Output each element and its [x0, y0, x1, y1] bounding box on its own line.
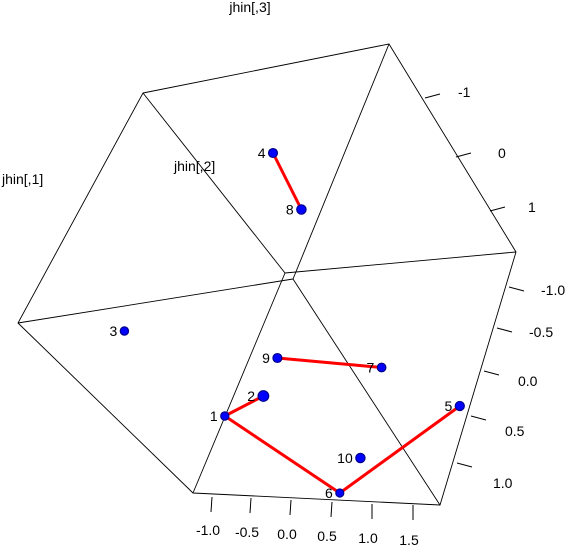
right-tick-label: 1.0 — [493, 475, 513, 491]
plot-box — [17, 43, 517, 506]
point-label: 10 — [337, 450, 353, 466]
segment-line — [223, 414, 341, 495]
right-tick-label: -0.5 — [529, 324, 553, 340]
data-point — [272, 352, 283, 364]
box-edge-back-right — [284, 251, 517, 274]
bottom-tick-mark — [210, 496, 213, 513]
box-outline — [17, 43, 517, 506]
bottom-axis: -1.0 -0.5 0.0 0.5 1.0 1.5 — [196, 496, 419, 548]
right-tick-mark — [483, 370, 500, 376]
axis-label-z: jhin[,3] — [228, 0, 270, 15]
top-right-tick-mark — [455, 152, 472, 158]
right-axis: -1.0 -0.5 0.0 0.5 1.0 — [456, 282, 565, 491]
data-point — [220, 411, 230, 421]
data-point — [376, 362, 387, 373]
point-label: 4 — [258, 145, 266, 161]
right-tick-mark — [456, 462, 473, 468]
point-label: 6 — [325, 485, 333, 501]
point-label: 1 — [210, 408, 218, 424]
box-edge-back-left — [192, 272, 286, 494]
segment-line — [224, 394, 265, 418]
right-tick-label: -1.0 — [541, 282, 565, 298]
bottom-tick-label: -1.0 — [196, 522, 220, 538]
data-point — [355, 452, 366, 464]
bottom-tick-mark — [249, 497, 252, 514]
right-tick-mark — [508, 286, 525, 292]
bottom-tick-mark — [330, 501, 333, 518]
top-right-tick-label: 1 — [528, 199, 536, 215]
top-right-tick-mark — [489, 206, 506, 212]
top-right-tick-mark — [424, 93, 441, 99]
data-point — [335, 488, 345, 498]
right-tick-label: 0.5 — [505, 423, 525, 439]
axis-label-x: jhin[,1] — [1, 171, 43, 187]
bottom-tick-label: -0.5 — [235, 524, 259, 540]
point-label: 8 — [286, 202, 294, 218]
bottom-tick-label: 0.5 — [317, 528, 337, 544]
bottom-tick-label: 1.0 — [358, 530, 378, 546]
top-right-axis: -1 0 1 — [424, 84, 536, 215]
point-label: 9 — [262, 350, 270, 366]
points-layer: 1 2 3 4 5 6 7 8 9 10 — [109, 145, 465, 501]
data-point — [267, 147, 279, 159]
segment-line — [338, 404, 461, 495]
segment-line — [277, 356, 382, 369]
bottom-tick-label: 0.0 — [277, 526, 297, 542]
right-tick-mark — [496, 327, 513, 333]
box-edge-front-right — [292, 278, 441, 506]
point-label: 2 — [247, 388, 255, 404]
point-label: 3 — [109, 323, 117, 339]
segments-layer — [223, 152, 461, 495]
right-tick-label: 0.0 — [518, 373, 538, 389]
right-tick-mark — [470, 415, 487, 421]
box-edge-front-top — [292, 43, 390, 280]
top-right-tick-label: 0 — [498, 145, 506, 161]
data-point — [119, 326, 130, 336]
bottom-tick-label: 1.5 — [399, 532, 419, 548]
segment-line — [271, 152, 303, 211]
axis-label-y: jhin[,2] — [173, 158, 215, 174]
box-edge-back-vertical — [142, 92, 286, 274]
point-label: 7 — [367, 360, 375, 376]
data-point — [296, 204, 307, 215]
box-edge-front-left — [17, 278, 294, 324]
point-label: 5 — [444, 398, 452, 414]
bottom-tick-mark — [289, 499, 292, 516]
top-right-tick-label: -1 — [458, 84, 471, 100]
data-point — [454, 400, 465, 412]
data-point — [257, 390, 270, 402]
